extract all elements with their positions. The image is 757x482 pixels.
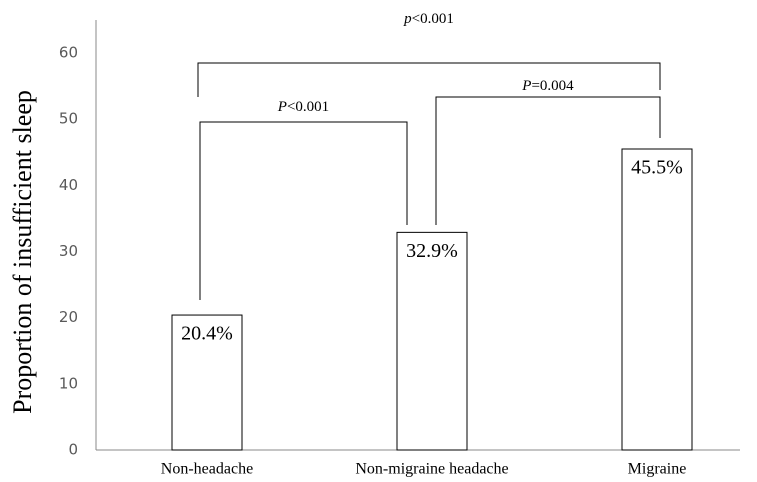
significance-bracket (199, 121, 408, 300)
y-tick-label: 10 (59, 374, 78, 392)
bar (171, 314, 243, 451)
value-label: 45.5% (631, 157, 683, 179)
y-tick-label: 0 (68, 441, 78, 459)
value-label: 32.9% (406, 240, 458, 262)
y-axis-title: Proportion of insufficient sleep (8, 90, 37, 414)
significance-label: P<0.001 (277, 99, 329, 115)
x-tick-label: Non-migraine headache (355, 461, 508, 478)
y-tick-label: 30 (59, 242, 78, 260)
y-tick-label: 60 (59, 44, 78, 62)
significance-label: P=0.004 (521, 78, 574, 94)
significance-bracket (435, 96, 661, 225)
significance-bracket (197, 62, 661, 97)
significance-label: p<0.001 (403, 11, 454, 27)
x-tick-label: Migraine (628, 461, 687, 478)
y-tick-label: 50 (59, 110, 78, 128)
bar (621, 148, 693, 451)
x-tick-label: Non-headache (161, 461, 253, 478)
bar (396, 231, 468, 451)
y-tick-label: 40 (59, 176, 78, 194)
value-label: 20.4% (181, 323, 233, 345)
y-tick-label: 20 (59, 308, 78, 326)
